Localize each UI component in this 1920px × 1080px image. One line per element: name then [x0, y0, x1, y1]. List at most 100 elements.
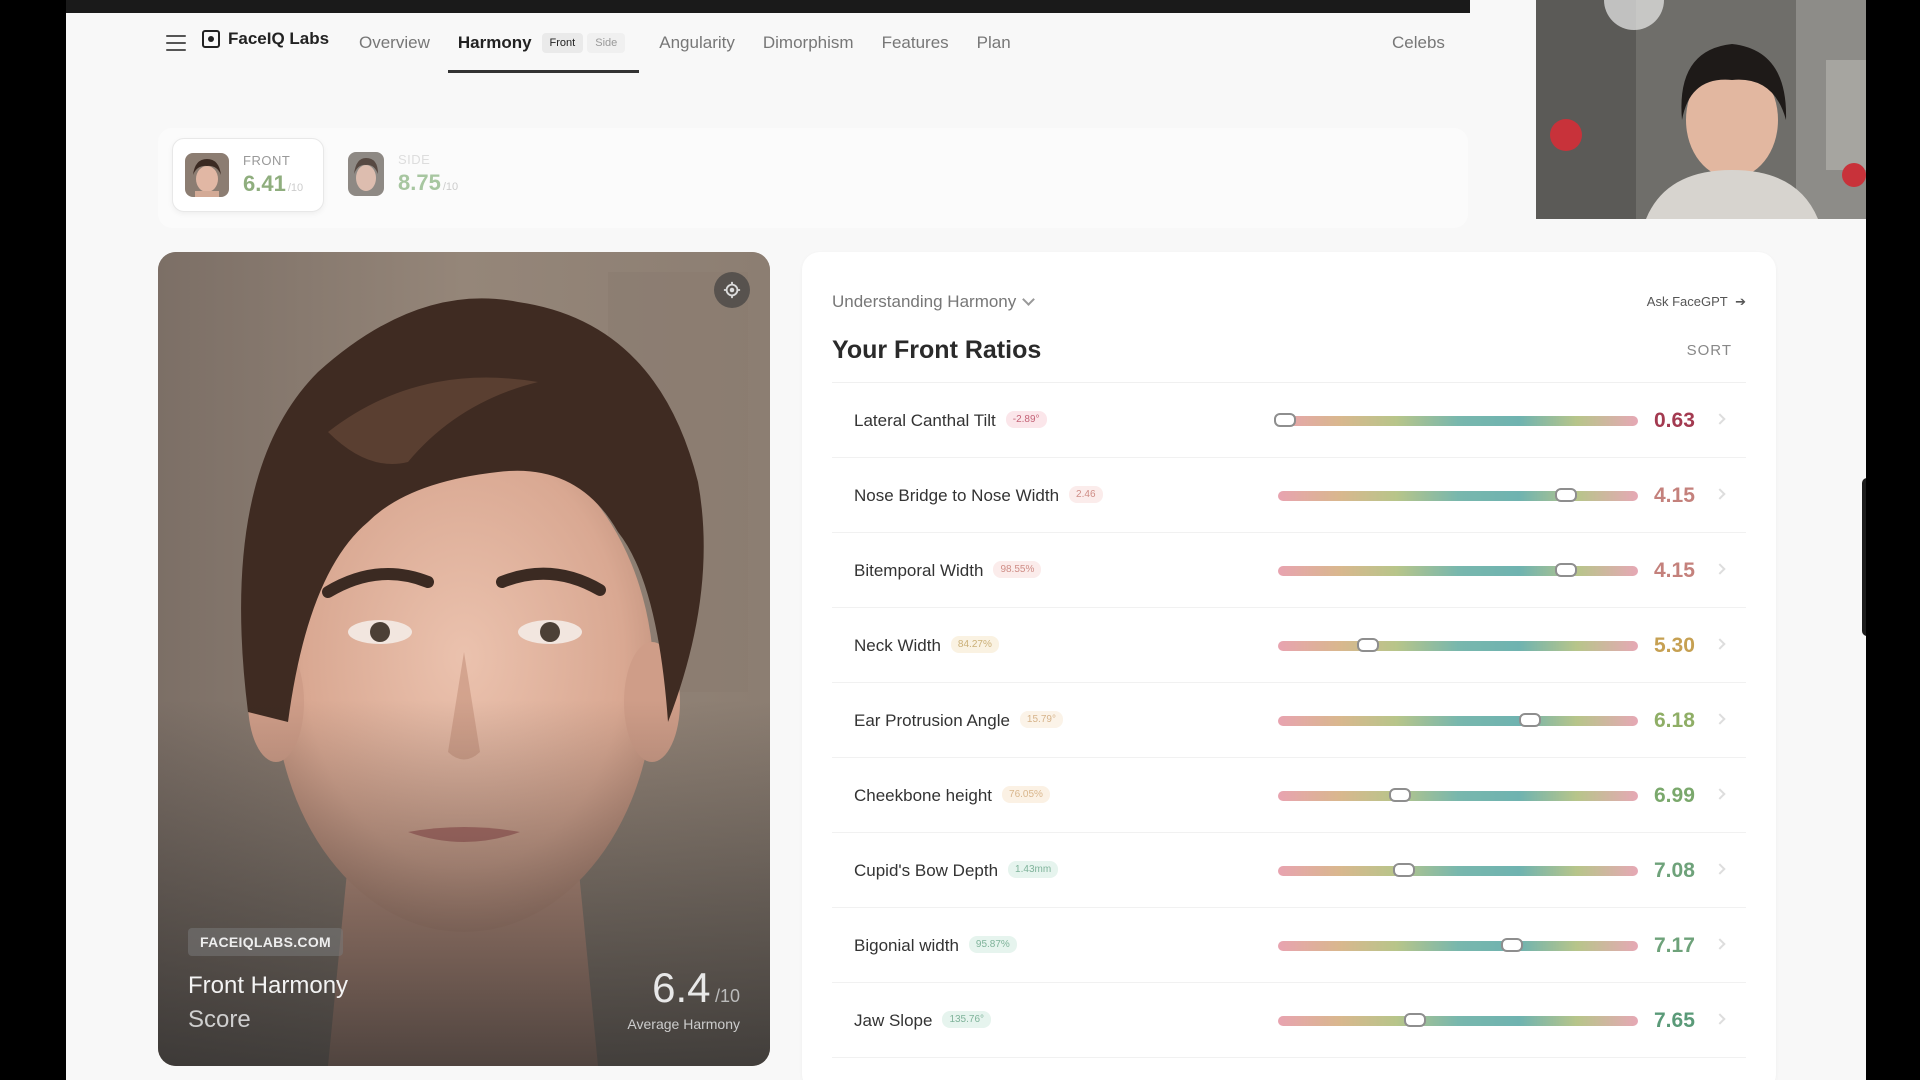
ratio-slider-knob [1555, 488, 1577, 502]
ratio-row[interactable]: Cupid's Bow Depth 1.43mm 7.08 [832, 833, 1746, 908]
harmony-score-value: 6.4 [652, 964, 711, 1011]
front-score-value: 6.41/10 [243, 171, 304, 196]
ratio-bar [1278, 1013, 1638, 1027]
ask-facegpt-label: Ask FaceGPT [1646, 294, 1728, 309]
side-score-label: SIDE [398, 152, 431, 167]
ratios-panel: Understanding Harmony Ask FaceGPT ➔ Your… [802, 252, 1776, 1080]
side-score-value: 8.75/10 [398, 170, 459, 195]
chevron-right-icon [1714, 788, 1726, 800]
top-strip [66, 0, 1470, 13]
ratio-badge: 76.05% [1002, 786, 1050, 804]
ratio-badge: 135.76° [942, 1011, 992, 1029]
chevron-right-icon [1714, 938, 1726, 950]
ratio-row[interactable]: Cheekbone height 76.05% 6.99 [832, 758, 1746, 833]
ratio-bar [1274, 413, 1638, 427]
nav-features[interactable]: Features [881, 33, 949, 52]
harmony-front-pill[interactable]: Front [541, 33, 584, 53]
ratio-bar [1278, 938, 1638, 952]
ratio-row[interactable]: Jaw Slope 135.76° 7.65 [832, 983, 1746, 1058]
harmony-subtitle: Score [188, 1006, 251, 1033]
hamburger-icon[interactable] [166, 35, 186, 51]
ratio-score: 4.15 [1654, 484, 1695, 507]
nav-overview[interactable]: Overview [359, 33, 430, 52]
harmony-side-pill[interactable]: Side [587, 33, 626, 53]
arrow-right-icon: ➔ [1735, 294, 1746, 309]
ratio-bar [1278, 488, 1638, 502]
chevron-right-icon [1714, 413, 1726, 425]
harmony-score-caption: Average Harmony [627, 1016, 740, 1032]
ratio-name: Ear Protrusion Angle 15.79° [854, 711, 1063, 731]
ratio-bar [1278, 563, 1638, 577]
face-photo-card: FACEIQLABS.COM Front Harmony Score 6.4 /… [158, 252, 770, 1066]
ratio-row[interactable]: Bigonial width 95.87% 7.17 [832, 908, 1746, 983]
nav-harmony-label: Harmony [457, 33, 532, 52]
ratio-badge: 15.79° [1019, 711, 1063, 729]
ratio-badge: 2.46 [1069, 486, 1103, 504]
front-score-label: FRONT [243, 153, 291, 168]
ratio-name: Lateral Canthal Tilt -2.89° [854, 411, 1047, 431]
understanding-dropdown[interactable]: Understanding Harmony [832, 292, 1036, 312]
top-nav: FaceIQ Labs Overview Harmony Front Side … [66, 13, 1470, 73]
ratio-slider-knob [1274, 413, 1297, 427]
harmony-score-suffix: /10 [714, 986, 740, 1006]
ratio-bar [1278, 788, 1638, 802]
floating-toolbar: ⧉⋯ [1862, 478, 1866, 636]
ask-facegpt-link[interactable]: Ask FaceGPT ➔ [1647, 294, 1746, 310]
ratio-row[interactable]: Nose Bridge to Nose Width 2.46 4.15 [832, 458, 1746, 533]
chevron-down-icon [1022, 293, 1036, 306]
brand-name: FaceIQ Labs [228, 29, 330, 48]
ratio-badge: 1.43mm [1008, 861, 1059, 879]
nav-plan[interactable]: Plan [976, 33, 1011, 52]
ratio-slider-knob [1555, 563, 1577, 577]
ratio-slider-knob [1389, 788, 1412, 802]
faceiq-logo-icon [202, 30, 220, 48]
ratio-badge: 98.55% [993, 561, 1042, 579]
ratio-slider-knob [1393, 863, 1415, 877]
side-thumbnail [348, 152, 384, 196]
ratio-name: Bitemporal Width 98.55% [854, 561, 1042, 581]
ratio-row[interactable]: Lateral Canthal Tilt -2.89° 0.63 [832, 383, 1746, 458]
harmony-score: 6.4 /10 Average Harmony [627, 964, 740, 1032]
app-window: FaceIQ Labs Overview Harmony Front Side … [66, 0, 1866, 1080]
side-score-tab[interactable]: SIDE 8.75/10 [328, 138, 478, 210]
ratio-score: 4.15 [1654, 559, 1695, 582]
chevron-right-icon [1714, 488, 1726, 500]
understanding-label: Understanding Harmony [832, 292, 1017, 311]
chevron-right-icon [1714, 563, 1726, 575]
score-tabs: FRONT 6.41/10 SIDE 8.75/10 [158, 128, 1468, 228]
ratio-score: 0.63 [1654, 409, 1695, 432]
front-score-tab[interactable]: FRONT 6.41/10 [172, 138, 324, 212]
gear-icon [723, 281, 741, 299]
harmony-title: Front Harmony [188, 972, 349, 999]
chevron-right-icon [1714, 713, 1726, 725]
ratio-row[interactable]: Bitemporal Width 98.55% 4.15 [832, 533, 1746, 608]
nav-celebs[interactable]: Celebs [1392, 33, 1445, 52]
ratio-score: 7.65 [1654, 1009, 1695, 1032]
ratio-row[interactable]: Neck Width 84.27% 5.30 [832, 608, 1746, 683]
ratio-row[interactable]: Ear Protrusion Angle 15.79° 6.18 [832, 683, 1746, 758]
ratio-name: Neck Width 84.27% [854, 636, 999, 656]
chevron-right-icon [1714, 1013, 1726, 1025]
photo-settings-button[interactable] [714, 272, 750, 308]
nav-dimorphism[interactable]: Dimorphism [762, 33, 854, 52]
nav-links: Overview Harmony Front Side Angularity D… [359, 13, 1039, 73]
nav-angularity[interactable]: Angularity [659, 33, 735, 52]
front-thumbnail [185, 153, 229, 197]
site-tag: FACEIQLABS.COM [188, 928, 343, 956]
ratio-name: Jaw Slope 135.76° [854, 1011, 992, 1031]
ratio-slider-knob [1501, 938, 1523, 952]
nav-harmony[interactable]: Harmony Front Side [447, 13, 640, 73]
sort-button[interactable]: SORT [1686, 342, 1732, 359]
ratios-title: Your Front Ratios [832, 336, 1042, 364]
ratio-score: 5.30 [1654, 634, 1695, 657]
ratio-bar [1278, 713, 1638, 727]
ratio-bar [1278, 863, 1638, 877]
ratio-list: Lateral Canthal Tilt -2.89° 0.63 Nose Bridg… [832, 382, 1746, 1058]
ratio-slider-knob [1357, 638, 1379, 652]
ratio-score: 7.17 [1654, 934, 1695, 957]
ratio-score: 6.18 [1654, 709, 1695, 732]
ratio-badge: 84.27% [950, 636, 999, 654]
ratio-slider-knob [1519, 713, 1541, 727]
brand-logo[interactable]: FaceIQ Labs [202, 29, 329, 49]
ratio-badge: -2.89° [1005, 411, 1047, 429]
